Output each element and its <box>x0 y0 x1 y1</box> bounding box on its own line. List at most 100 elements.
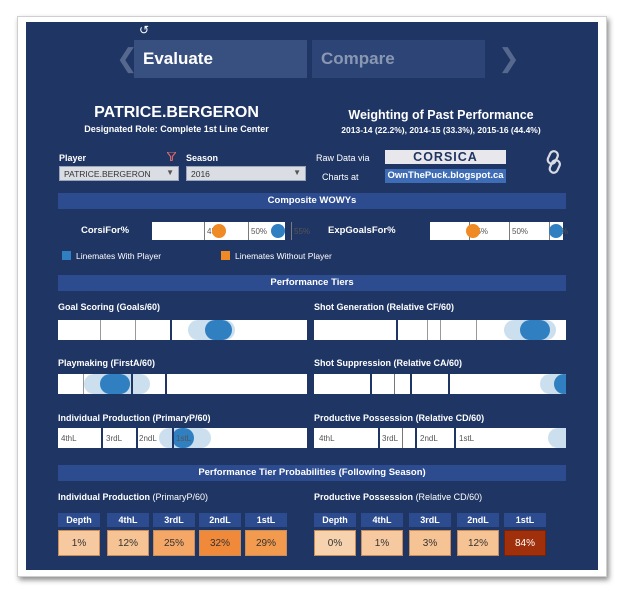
shot-generation-title-main: Shot Generation <box>314 302 385 312</box>
chevron-down-icon: ▼ <box>166 168 174 177</box>
prob-header: 2ndL <box>199 513 241 527</box>
tick-50 <box>509 222 510 240</box>
prob-cell[interactable]: 1% <box>58 530 100 556</box>
prob-header: 1stL <box>245 513 287 527</box>
dashboard: ↺ ❮ Evaluate Compare ❯ PATRICE.BERGERON … <box>26 22 598 570</box>
expgoals-label: ExpGoalsFor% <box>328 225 396 236</box>
prob-header: 4thL <box>361 513 403 527</box>
tier-divider <box>165 374 167 394</box>
tier-label-4thl: 4thL <box>61 434 77 443</box>
prob-header: 3rdL <box>409 513 451 527</box>
legend-with-swatch <box>62 251 71 260</box>
tick-45 <box>204 222 205 240</box>
corsi-without-dot[interactable] <box>211 224 226 238</box>
indiv-production-track: 4thL 3rdL 2ndL 1stL <box>58 428 307 448</box>
prob-poss-title-sub: (Relative CD/60) <box>415 492 483 502</box>
productive-possession-title-main: Productive Possession <box>314 413 414 423</box>
chevron-right-icon[interactable]: ❯ <box>498 44 520 74</box>
prob-cell[interactable]: 84% <box>504 530 546 556</box>
prob-header: Depth <box>314 513 356 527</box>
tier-divider <box>396 320 398 340</box>
prob-header: 2ndL <box>457 513 499 527</box>
tier-divider <box>172 428 174 448</box>
weighting-title: Weighting of Past Performance <box>348 108 534 122</box>
prob-indiv-title: Individual Production (PrimaryP/60) <box>58 492 208 502</box>
tab-compare[interactable]: Compare <box>312 40 485 78</box>
goal-scoring-title-sub: (Goals/60) <box>116 302 161 312</box>
undo-icon[interactable]: ↺ <box>139 23 150 37</box>
prob-cell[interactable]: 25% <box>153 530 195 556</box>
playmaking-title-main: Playmaking <box>58 358 109 368</box>
shot-generation-title: Shot Generation (Relative CF/60) <box>314 302 454 312</box>
tick-50 <box>248 222 249 240</box>
shot-generation-title-sub: (Relative CF/60) <box>386 302 455 312</box>
goal-scoring-title-main: Goal Scoring <box>58 302 115 312</box>
prob-cell[interactable]: 3% <box>409 530 451 556</box>
productive-possession-range <box>548 428 566 448</box>
season-select[interactable]: 2016 ▼ <box>186 166 306 181</box>
corsi-with-dot[interactable] <box>271 224 285 238</box>
tier-label-3rdl: 3rdL <box>382 434 399 443</box>
link-icon[interactable] <box>544 150 564 179</box>
prob-cell[interactable]: 1% <box>361 530 403 556</box>
tick-label-45: 45% <box>472 227 489 236</box>
tier-divider <box>448 374 450 394</box>
tick-55 <box>291 222 292 240</box>
prob-cell[interactable]: 12% <box>457 530 499 556</box>
indiv-production-marker[interactable] <box>172 428 194 448</box>
tier-divider <box>454 428 456 448</box>
prob-indiv-title-sub: (PrimaryP/60) <box>152 492 209 502</box>
prob-cell[interactable]: 29% <box>245 530 287 556</box>
shot-generation-marker[interactable] <box>520 320 550 340</box>
prob-cell[interactable]: 12% <box>107 530 149 556</box>
player-select-value: PATRICE.BERGERON <box>64 169 151 179</box>
tick-label-55: 55% <box>294 227 311 236</box>
section-composite-wowys: Composite WOWYs <box>58 193 566 209</box>
player-select[interactable]: PATRICE.BERGERON ▼ <box>59 166 179 181</box>
indiv-production-title: Individual Production (PrimaryP/60) <box>58 413 211 423</box>
tier-label-2ndl: 2ndL <box>139 434 157 443</box>
tier-divider <box>170 320 172 340</box>
prob-cell[interactable]: 0% <box>314 530 356 556</box>
tier-divider <box>410 374 412 394</box>
shot-generation-track <box>314 320 566 340</box>
corsica-logo-link[interactable]: CORSICA <box>385 150 506 164</box>
tier-label-2ndl: 2ndL <box>420 434 438 443</box>
shot-suppression-marker[interactable] <box>554 374 566 394</box>
tier-label-1stl: 1stL <box>459 434 475 443</box>
tier-divider <box>135 320 136 340</box>
shot-suppression-title-main: Shot Suppression <box>314 358 392 368</box>
prob-poss-title-main: Productive Possession <box>314 492 414 502</box>
expgoals-with-dot[interactable] <box>549 224 563 238</box>
goal-scoring-marker[interactable] <box>205 320 232 340</box>
goal-scoring-title: Goal Scoring (Goals/60) <box>58 302 160 312</box>
section-tier-probabilities: Performance Tier Probabilities (Followin… <box>58 465 566 481</box>
ownthepuck-link[interactable]: OwnThePuck.blogspot.ca <box>385 169 506 183</box>
tab-evaluate[interactable]: Evaluate <box>134 40 307 78</box>
tier-divider <box>415 428 417 448</box>
expgoals-without-dot[interactable] <box>466 224 480 238</box>
chevron-left-icon[interactable]: ❮ <box>116 44 138 74</box>
tier-label-1stl: 1stL <box>176 434 192 443</box>
corsi-wowy-track: 45% 50% 55% <box>152 222 310 240</box>
productive-possession-title-sub: (Relative CD/60) <box>415 413 485 423</box>
tier-divider <box>394 374 395 394</box>
prob-cell[interactable]: 32% <box>199 530 241 556</box>
tier-divider <box>378 428 380 448</box>
prob-poss-title: Productive Possession (Relative CD/60) <box>314 492 482 502</box>
tier-divider <box>370 374 372 394</box>
playmaking-marker[interactable] <box>100 374 130 394</box>
section-performance-tiers: Performance Tiers <box>58 275 566 291</box>
indiv-production-title-main: Individual Production <box>58 413 150 423</box>
prob-header: Depth <box>58 513 100 527</box>
productive-possession-track: 4thL 3rdL 2ndL 1stL <box>314 428 566 448</box>
tier-divider <box>100 320 101 340</box>
charts-at-label: Charts at <box>322 172 359 182</box>
filter-icon[interactable] <box>165 151 178 163</box>
tier-divider <box>131 374 133 394</box>
prob-header: 4thL <box>107 513 149 527</box>
shot-suppression-title-sub: (Relative CA/60) <box>393 358 463 368</box>
productive-possession-title: Productive Possession (Relative CD/60) <box>314 413 484 423</box>
chevron-down-icon: ▼ <box>293 168 301 177</box>
tier-divider <box>136 428 138 448</box>
